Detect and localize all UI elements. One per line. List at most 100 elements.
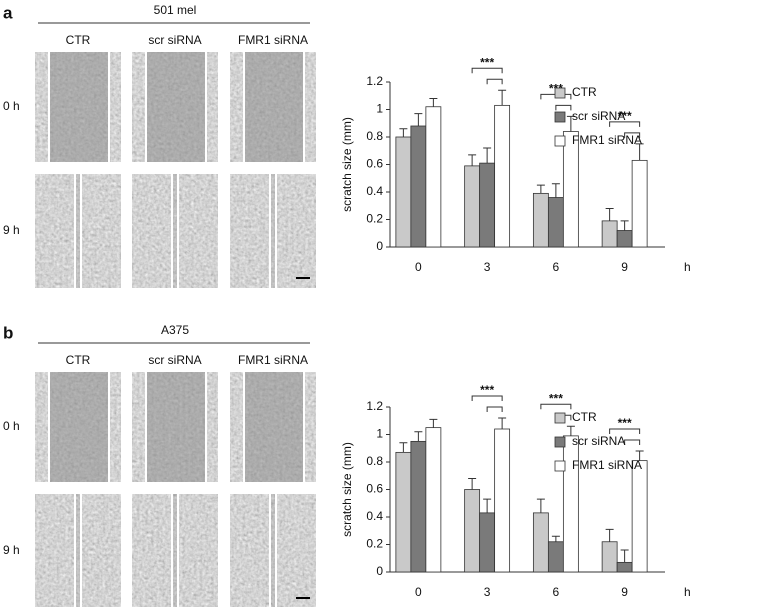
legend-label: FMR1 siRNA [572,458,642,472]
x-tick-label: 6 [553,585,560,599]
bar [479,162,496,248]
bar [532,512,549,573]
x-tick-label: 0 [415,585,422,599]
significance: *** [618,109,632,123]
scratch [49,52,109,162]
legend-swatch [554,460,566,472]
micrograph [132,494,218,608]
scratch [172,174,178,288]
legend-label: FMR1 siRNA [572,133,642,147]
bar [464,165,481,248]
column-header: FMR1 siRNA [238,353,308,367]
significance: *** [618,416,632,430]
y-axis-label: scratch size (mm) [340,117,354,212]
micrograph [230,174,316,288]
bar [410,440,427,573]
scratch [49,372,109,482]
significance-bracket [555,104,572,111]
y-tick-label: 0.2 [366,537,383,551]
legend-label: CTR [572,410,597,424]
legend-swatch [554,87,566,99]
y-tick-label: 1.2 [366,74,383,88]
y-tick-label: 0.4 [366,184,383,198]
row-label: 0 h [3,99,20,113]
y-tick-label: 1 [376,102,383,116]
row-label: 9 h [3,223,20,237]
scratch [244,372,304,482]
y-tick-label: 0.2 [366,212,383,226]
scratch [146,52,206,162]
y-tick-label: 0 [376,239,383,253]
bar [494,428,511,573]
bar [601,220,618,248]
micrograph [132,174,218,288]
scratch [270,494,276,608]
y-tick-label: 0.6 [366,157,383,171]
bar [562,435,579,573]
significance-bracket [609,121,641,127]
bar [631,159,648,248]
x-unit: h [684,260,691,274]
scratch [172,494,178,608]
x-tick-label: 6 [553,260,560,274]
row-label: 9 h [3,543,20,557]
bar [547,197,564,248]
scratch [146,372,206,482]
bar [562,131,579,248]
y-tick-label: 1 [376,427,383,441]
bar [410,125,427,248]
significance-bracket [471,395,503,401]
y-tick-label: 0.8 [366,129,383,143]
cell-line: A375 [161,323,189,337]
significance: *** [480,55,494,69]
cell-line: 501 mel [154,3,197,17]
panel-label: b [3,323,13,342]
column-header: scr siRNA [148,353,201,367]
legend-label: scr siRNA [572,434,625,448]
legend-swatch [554,111,566,123]
significance-bracket [540,403,572,410]
y-axis-label: scratch size (mm) [340,442,354,537]
y-tick-label: 0.6 [366,482,383,496]
bar [532,192,549,248]
bar [494,104,511,248]
x-tick-label: 0 [415,260,422,274]
significance-bracket [624,439,641,445]
significance-bracket [624,132,641,138]
y-tick-label: 0 [376,564,383,578]
x-tick-label: 9 [621,260,628,274]
significance-bracket [471,67,503,74]
significance-bracket [609,428,641,434]
scratch [244,52,304,162]
bar [547,541,564,573]
micrograph [35,494,121,608]
legend-swatch [554,135,566,147]
scratch [75,494,81,608]
significance-bracket [486,406,503,412]
row-label: 0 h [3,419,20,433]
legend-swatch [554,412,566,424]
bar [425,427,442,573]
bar [425,106,442,248]
legend-label: CTR [572,85,597,99]
y-tick-label: 1.2 [366,399,383,413]
significance: *** [549,391,563,405]
bar [464,489,481,573]
column-header: CTR [66,353,91,367]
scratch [270,174,276,288]
micrograph [35,174,121,288]
legend-label: scr siRNA [572,109,625,123]
bar [616,561,633,573]
y-tick-label: 0.4 [366,509,383,523]
bar [616,230,633,248]
x-unit: h [684,585,691,599]
x-tick-label: 3 [484,585,491,599]
micrograph [230,494,316,608]
column-header: CTR [66,33,91,47]
significance-bracket [486,78,503,85]
significance: *** [480,383,494,397]
bar [479,512,496,573]
scratch [75,174,81,288]
bar [601,541,618,573]
bar [395,451,412,573]
